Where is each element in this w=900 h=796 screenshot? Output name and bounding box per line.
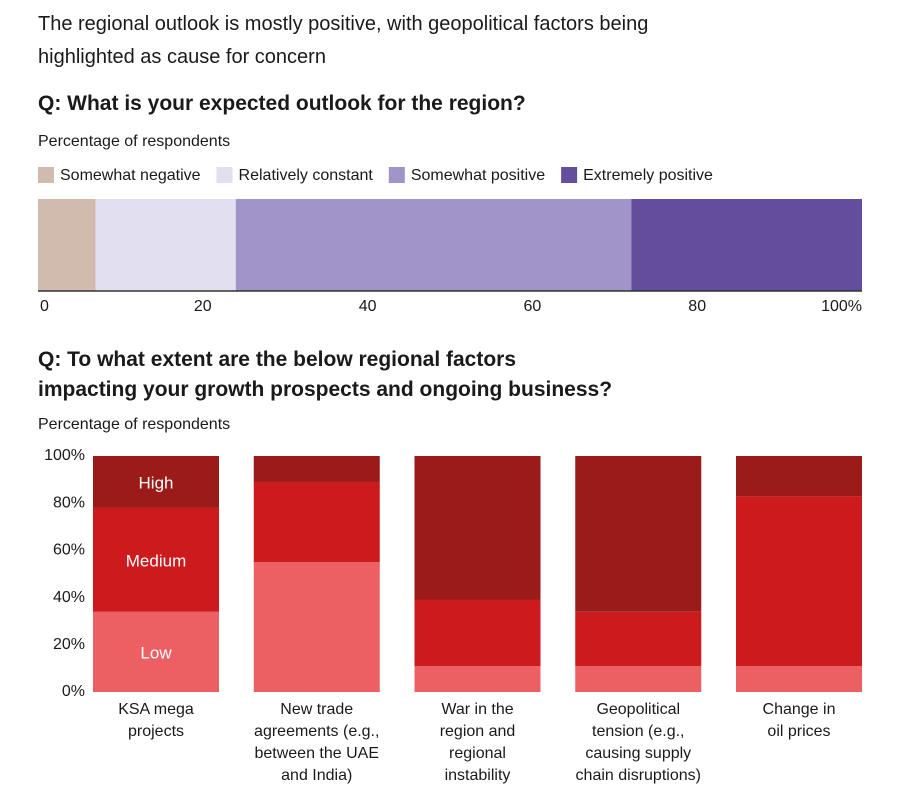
y-tick-label: 100% bbox=[44, 447, 85, 464]
bar-segment bbox=[736, 496, 862, 667]
chart-title: Q: To what extent are the below regional… bbox=[38, 348, 613, 401]
bar-segment bbox=[414, 666, 541, 692]
legend-swatch bbox=[216, 167, 233, 183]
x-tick-label: War in the region and regional instabili… bbox=[439, 701, 516, 784]
bar-segment bbox=[93, 456, 219, 508]
chart-subtitle: Percentage of respondents bbox=[38, 133, 231, 150]
x-tick-label: KSA mega projects bbox=[118, 701, 194, 740]
y-tick-label: 0% bbox=[62, 683, 85, 700]
x-tick-label: 100% bbox=[821, 298, 862, 315]
bar-segment bbox=[631, 199, 862, 291]
chart-title: Q: What is your expected outlook for the… bbox=[38, 92, 526, 115]
y-tick-label: 40% bbox=[53, 589, 85, 606]
bar-segment bbox=[253, 481, 380, 563]
series-label: Low bbox=[140, 643, 172, 662]
x-tick-label: 60 bbox=[524, 298, 542, 315]
y-tick-label: 80% bbox=[53, 494, 85, 511]
bar-segment bbox=[575, 611, 702, 667]
x-tick-label: Change in oil prices bbox=[762, 701, 836, 740]
x-tick-label: 80 bbox=[688, 298, 706, 315]
bar-segment bbox=[95, 199, 236, 291]
bar-segment bbox=[93, 507, 219, 612]
series-label: High bbox=[139, 473, 174, 492]
bar-segment bbox=[93, 611, 219, 692]
bar-segment bbox=[414, 456, 541, 600]
x-tick-label: 40 bbox=[359, 298, 377, 315]
y-tick-label: 60% bbox=[53, 542, 85, 559]
bar-segment bbox=[235, 199, 632, 291]
legend-label: Relatively constant bbox=[239, 167, 374, 184]
legend-label: Extremely positive bbox=[583, 167, 713, 184]
series-label: Medium bbox=[126, 551, 186, 570]
bar-segment bbox=[575, 666, 702, 692]
x-tick-label: 20 bbox=[194, 298, 212, 315]
bar-segment bbox=[253, 456, 380, 482]
x-tick-label: Geopolitical tension (e.g., causing supp… bbox=[575, 701, 701, 784]
y-tick-label: 20% bbox=[53, 636, 85, 653]
bar-segment bbox=[414, 599, 541, 667]
bar-segment bbox=[253, 562, 380, 692]
headline: The regional outlook is mostly positive,… bbox=[38, 13, 649, 68]
bar-segment bbox=[38, 199, 96, 291]
bar-segment bbox=[736, 666, 862, 692]
legend-label: Somewhat positive bbox=[411, 167, 545, 184]
bar-segment bbox=[575, 456, 702, 612]
x-tick-label: New trade agreements (e.g., between the … bbox=[254, 701, 380, 784]
x-tick-label: 0 bbox=[40, 298, 49, 315]
legend-swatch bbox=[38, 167, 54, 183]
legend-swatch bbox=[561, 167, 578, 183]
legend-label: Somewhat negative bbox=[60, 167, 201, 184]
legend-swatch bbox=[388, 167, 405, 183]
bar-segment bbox=[736, 456, 862, 497]
chart-subtitle: Percentage of respondents bbox=[38, 416, 231, 433]
